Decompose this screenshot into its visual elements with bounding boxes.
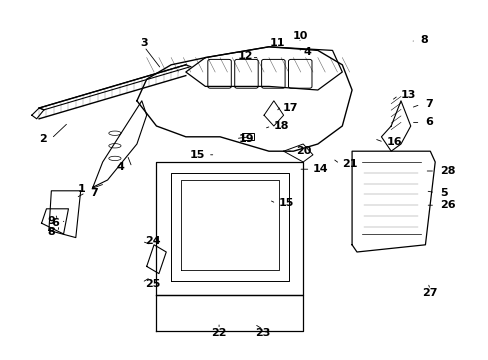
Text: 1: 1: [78, 184, 85, 194]
Text: 12: 12: [237, 51, 253, 61]
Text: 17: 17: [282, 103, 298, 113]
Text: 25: 25: [144, 279, 160, 289]
Text: 21: 21: [342, 159, 357, 169]
Text: 7: 7: [90, 188, 98, 198]
Bar: [242, 133, 254, 140]
Text: 10: 10: [292, 31, 308, 41]
Text: 24: 24: [144, 236, 160, 246]
Text: 4: 4: [303, 47, 310, 57]
Text: 13: 13: [400, 90, 415, 100]
Text: 14: 14: [312, 164, 328, 174]
Text: 2: 2: [39, 134, 46, 144]
Text: 7: 7: [425, 99, 432, 109]
Text: 5: 5: [439, 188, 447, 198]
Text: 15: 15: [190, 150, 205, 160]
Text: 8: 8: [420, 35, 427, 45]
Text: 8: 8: [47, 227, 55, 237]
Text: 18: 18: [273, 121, 289, 131]
Text: 16: 16: [386, 137, 401, 147]
Text: 6: 6: [425, 117, 432, 127]
Text: 6: 6: [51, 218, 59, 228]
Text: 9: 9: [47, 216, 55, 226]
Text: 3: 3: [140, 38, 148, 48]
Text: 28: 28: [439, 166, 455, 176]
Text: 11: 11: [269, 38, 285, 48]
Text: 19: 19: [238, 134, 254, 144]
Text: 27: 27: [422, 288, 437, 298]
Text: 4: 4: [117, 162, 124, 172]
Text: 22: 22: [211, 328, 226, 338]
Text: 26: 26: [439, 200, 455, 210]
Text: 20: 20: [295, 146, 310, 156]
Text: 23: 23: [255, 328, 270, 338]
Text: 15: 15: [278, 198, 293, 208]
